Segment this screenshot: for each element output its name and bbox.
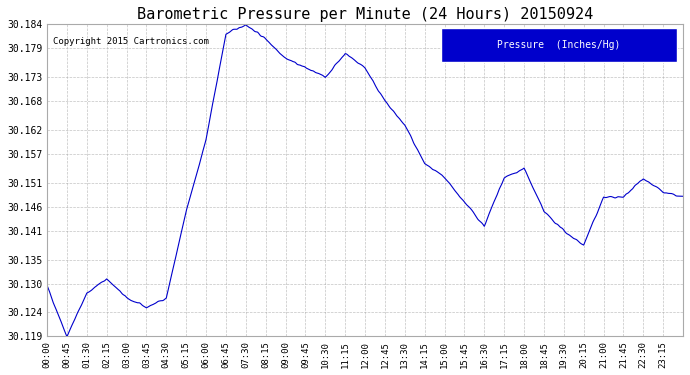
FancyBboxPatch shape — [442, 28, 677, 62]
Text: Copyright 2015 Cartronics.com: Copyright 2015 Cartronics.com — [53, 37, 209, 46]
Text: Pressure  (Inches/Hg): Pressure (Inches/Hg) — [497, 40, 621, 50]
Title: Barometric Pressure per Minute (24 Hours) 20150924: Barometric Pressure per Minute (24 Hours… — [137, 7, 593, 22]
